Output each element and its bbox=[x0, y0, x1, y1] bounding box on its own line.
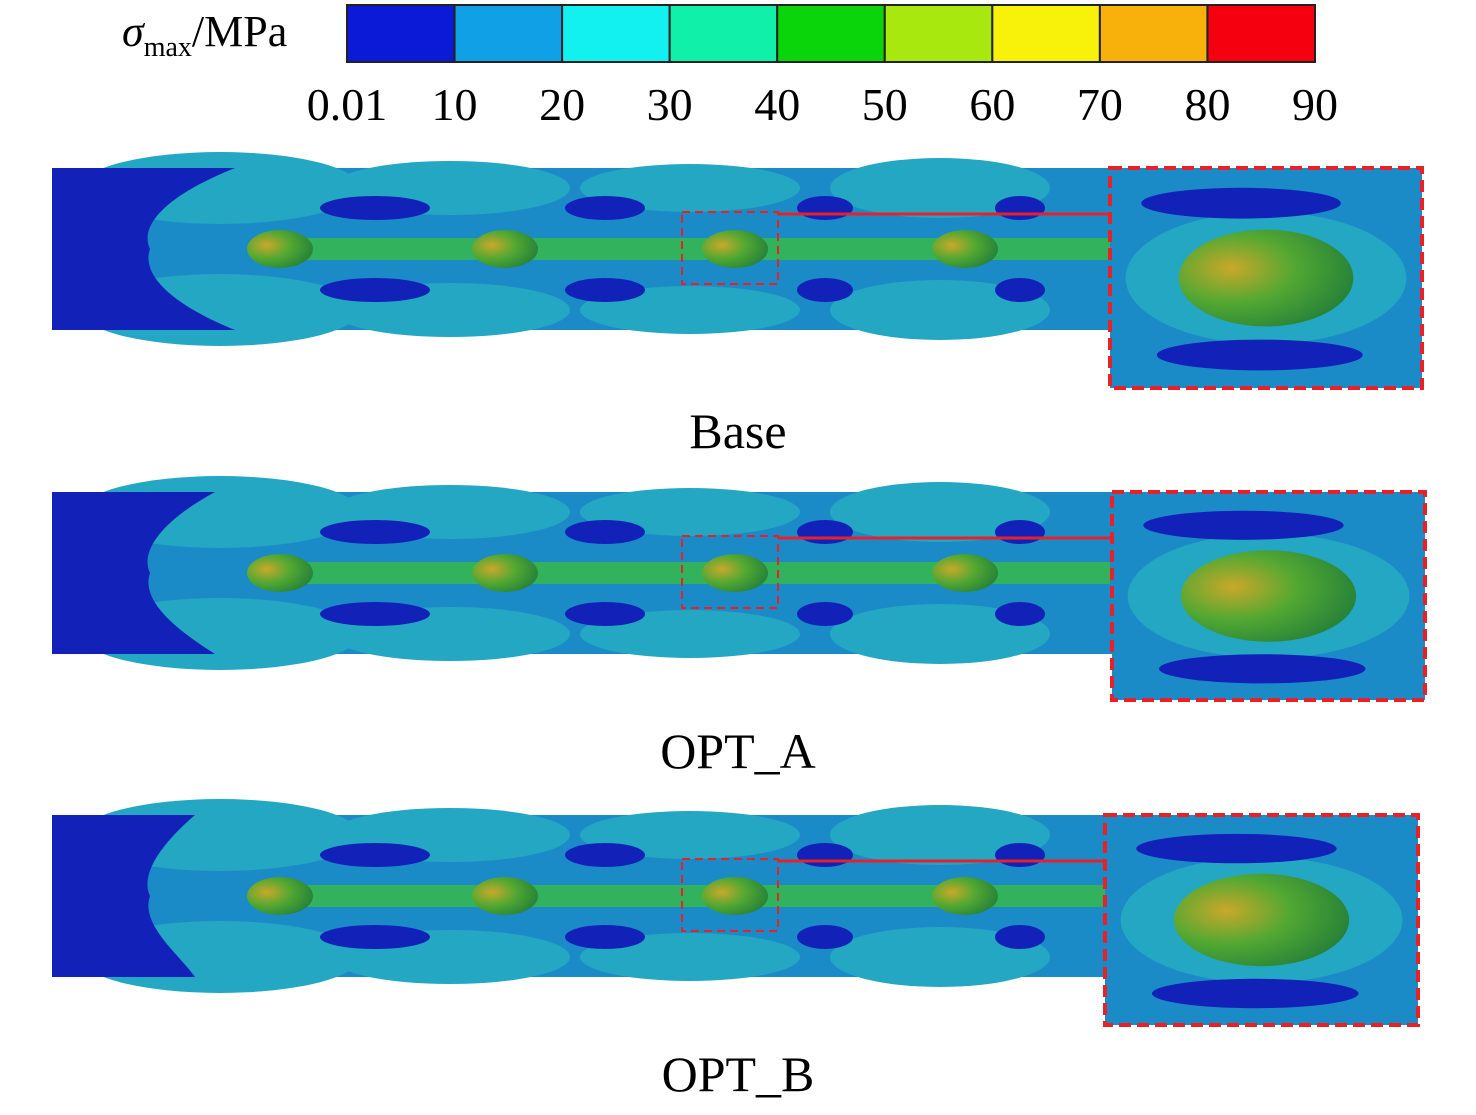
light-zone bbox=[580, 610, 800, 658]
inclusion bbox=[932, 230, 998, 268]
focus-box bbox=[681, 535, 779, 609]
light-zone bbox=[830, 805, 1050, 865]
colorbar-tick-label: 0.01 bbox=[307, 79, 388, 130]
inclusion bbox=[247, 554, 313, 592]
low-stress-zone bbox=[565, 602, 645, 626]
colorbar-bin bbox=[668, 4, 779, 63]
low-stress-zone bbox=[995, 196, 1045, 220]
low-stress-zone bbox=[1143, 510, 1344, 540]
colorbar-tick-label: 40 bbox=[754, 79, 800, 130]
inclusion bbox=[472, 554, 538, 592]
low-stress-zone bbox=[797, 925, 853, 949]
inclusion-zoom bbox=[1173, 873, 1350, 967]
low-stress-zone bbox=[995, 520, 1045, 544]
low-stress-zone bbox=[995, 278, 1045, 302]
light-zone bbox=[830, 604, 1050, 664]
low-stress-zone bbox=[995, 843, 1045, 867]
light-zone bbox=[580, 286, 800, 334]
low-stress-zone bbox=[797, 843, 853, 867]
zoom-frame bbox=[1108, 166, 1424, 390]
contour-panel bbox=[52, 152, 1424, 390]
low-stress-zone bbox=[565, 843, 645, 867]
light-zone bbox=[580, 811, 800, 859]
low-stress-zone bbox=[995, 602, 1045, 626]
focus-box bbox=[681, 211, 779, 285]
light-zone bbox=[830, 482, 1050, 542]
inclusion bbox=[702, 877, 768, 915]
colorbar-bin bbox=[346, 4, 456, 63]
low-stress-zone bbox=[565, 196, 645, 220]
contour-panel bbox=[52, 476, 1427, 702]
low-stress-zone bbox=[797, 602, 853, 626]
colorbar-tick-label: 70 bbox=[1077, 79, 1123, 130]
low-stress-zone bbox=[565, 520, 645, 544]
light-zone bbox=[580, 164, 800, 212]
colorbar-bin bbox=[1206, 4, 1317, 63]
low-stress-zone bbox=[565, 925, 645, 949]
low-stress-zone bbox=[1141, 187, 1341, 219]
inclusion bbox=[247, 877, 313, 915]
zoom-frame bbox=[1110, 490, 1427, 702]
colorbar-title: σmax/MPa bbox=[122, 7, 287, 63]
low-stress-zone bbox=[52, 492, 215, 654]
colorbar-tick-label: 10 bbox=[432, 79, 478, 130]
low-stress-zone bbox=[320, 925, 430, 949]
inclusion bbox=[472, 230, 538, 268]
focus-box bbox=[681, 858, 779, 932]
low-stress-zone bbox=[1156, 339, 1363, 371]
low-stress-zone bbox=[797, 520, 853, 544]
light-zone bbox=[830, 280, 1050, 340]
inclusion bbox=[702, 230, 768, 268]
low-stress-zone bbox=[320, 278, 430, 302]
colorbar-tick-label: 80 bbox=[1184, 79, 1230, 130]
colorbar-tick-label: 20 bbox=[539, 79, 585, 130]
low-stress-zone bbox=[320, 843, 430, 867]
colorbar-bin bbox=[453, 4, 564, 63]
light-zone bbox=[580, 933, 800, 981]
inclusion bbox=[932, 554, 998, 592]
low-stress-zone bbox=[565, 278, 645, 302]
colorbar-tick-label: 90 bbox=[1292, 79, 1338, 130]
low-stress-zone bbox=[320, 602, 430, 626]
low-stress-zone bbox=[52, 168, 235, 330]
low-stress-zone bbox=[1151, 978, 1359, 1009]
light-zone bbox=[830, 927, 1050, 987]
colorbar-bin bbox=[776, 4, 886, 63]
low-stress-zone bbox=[995, 925, 1045, 949]
colorbar-bin bbox=[1098, 4, 1209, 63]
zoom-frame bbox=[1103, 813, 1420, 1027]
colorbar-tick-label: 50 bbox=[862, 79, 908, 130]
panel-label: OPT_B bbox=[662, 1046, 815, 1102]
colorbar-tick-label: 30 bbox=[647, 79, 693, 130]
inclusion bbox=[472, 877, 538, 915]
colorbar-tick-label: 60 bbox=[969, 79, 1015, 130]
low-stress-zone bbox=[320, 520, 430, 544]
colorbar-bin bbox=[561, 4, 671, 63]
inclusion bbox=[932, 877, 998, 915]
low-stress-zone bbox=[1158, 654, 1366, 684]
panel-label: OPT_A bbox=[660, 723, 816, 779]
inclusion bbox=[702, 554, 768, 592]
inclusion-zoom bbox=[1178, 229, 1354, 327]
colorbar-bin bbox=[991, 4, 1101, 63]
low-stress-zone bbox=[1136, 833, 1337, 864]
light-zone bbox=[580, 488, 800, 536]
contour-panel bbox=[52, 799, 1420, 1027]
inclusion-zoom bbox=[1180, 550, 1357, 642]
panel-label: Base bbox=[689, 403, 786, 459]
low-stress-zone bbox=[797, 196, 853, 220]
light-zone bbox=[830, 158, 1050, 218]
low-stress-zone bbox=[52, 815, 195, 977]
low-stress-zone bbox=[320, 196, 430, 220]
inclusion bbox=[247, 230, 313, 268]
low-stress-zone bbox=[797, 278, 853, 302]
colorbar-bin bbox=[883, 4, 994, 63]
